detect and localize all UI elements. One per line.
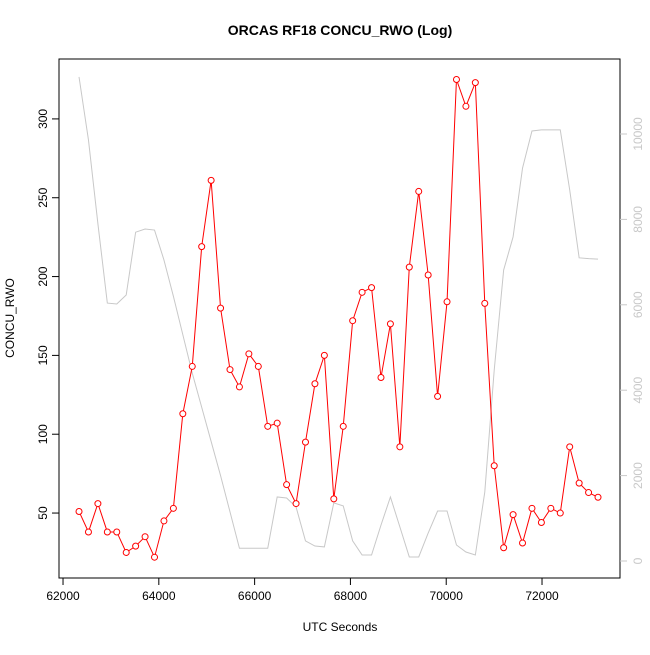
plot-frame xyxy=(58,58,621,579)
point xyxy=(537,519,545,527)
point xyxy=(368,284,376,292)
point xyxy=(188,362,196,370)
point xyxy=(292,500,300,508)
point xyxy=(509,511,517,519)
point xyxy=(311,380,319,388)
x-tick-label: 66000 xyxy=(238,589,272,603)
point xyxy=(405,263,413,271)
y-tick-label: 100 xyxy=(36,424,50,444)
point xyxy=(396,443,404,451)
y-tick-label: 150 xyxy=(36,345,50,365)
point xyxy=(179,410,187,418)
x-tick-label: 62000 xyxy=(46,589,80,603)
point xyxy=(122,548,130,556)
point xyxy=(585,489,593,497)
y-tick-label: 300 xyxy=(36,109,50,129)
point xyxy=(443,298,451,306)
point xyxy=(434,392,442,400)
point xyxy=(141,533,149,541)
point xyxy=(500,544,508,552)
point xyxy=(254,362,262,370)
point xyxy=(132,542,140,550)
point xyxy=(245,350,253,358)
point xyxy=(349,317,357,325)
point xyxy=(226,366,234,374)
point xyxy=(151,553,159,561)
y-tick-label: 50 xyxy=(36,506,50,520)
point xyxy=(113,528,121,536)
point xyxy=(84,528,92,536)
point xyxy=(283,481,291,489)
y2-tick-label: 10000 xyxy=(631,117,645,151)
point xyxy=(415,187,423,195)
point xyxy=(528,504,536,512)
point xyxy=(519,539,527,547)
point xyxy=(301,438,309,446)
point xyxy=(217,304,225,312)
point xyxy=(490,462,498,470)
y2-tick-label: 2000 xyxy=(631,462,645,489)
point xyxy=(424,271,432,279)
y-tick-label: 250 xyxy=(36,187,50,207)
x-axis-label: UTC Seconds xyxy=(303,620,378,634)
point xyxy=(462,102,470,110)
y2-tick-label: 0 xyxy=(631,557,645,564)
point xyxy=(330,495,338,503)
y-axis-label: CONCU_RWO xyxy=(3,278,17,358)
point xyxy=(235,383,243,391)
x-tick-label: 72000 xyxy=(525,589,559,603)
point xyxy=(566,443,574,451)
series-line xyxy=(78,79,599,559)
point xyxy=(358,288,366,296)
point xyxy=(386,320,394,328)
x-tick-label: 64000 xyxy=(142,589,176,603)
x-tick-label: 70000 xyxy=(430,589,464,603)
point xyxy=(103,528,111,536)
point xyxy=(207,176,215,184)
x-tick-label: 68000 xyxy=(334,589,368,603)
series-line xyxy=(78,76,599,558)
y2-tick-label: 6000 xyxy=(631,291,645,318)
point xyxy=(94,500,102,508)
point xyxy=(320,351,328,359)
y2-tick-label: 8000 xyxy=(631,206,645,233)
point xyxy=(471,79,479,87)
y2-tick-label: 4000 xyxy=(631,377,645,404)
point xyxy=(481,299,489,307)
point xyxy=(575,479,583,487)
point xyxy=(377,373,385,381)
chart-title: ORCAS RF18 CONCU_RWO (Log) xyxy=(228,22,453,38)
point xyxy=(198,243,206,251)
point xyxy=(273,419,281,427)
point xyxy=(547,504,555,512)
point xyxy=(556,509,564,517)
point xyxy=(452,75,460,83)
point xyxy=(339,422,347,430)
point xyxy=(169,504,177,512)
point xyxy=(160,517,168,525)
point xyxy=(594,493,602,501)
point xyxy=(75,507,83,515)
point xyxy=(264,422,272,430)
y-tick-label: 200 xyxy=(36,266,50,286)
